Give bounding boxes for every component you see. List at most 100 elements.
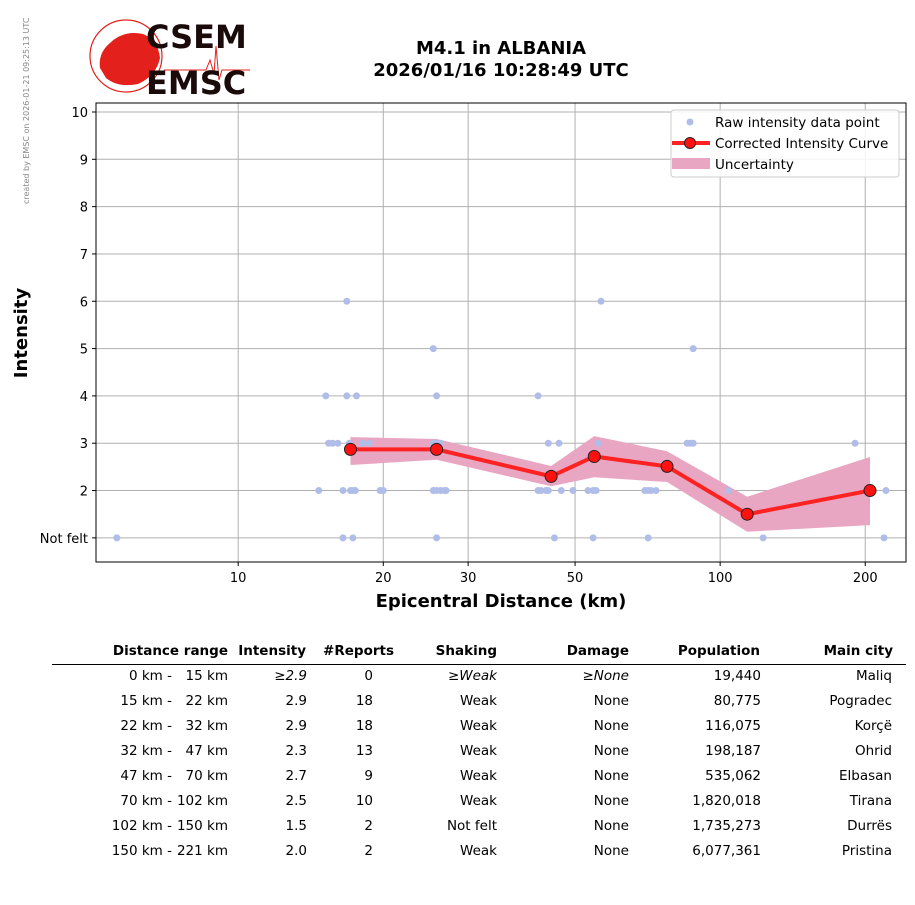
distance-from: 15 km - (120, 693, 172, 709)
x-tick-label: 100 (708, 571, 733, 586)
y-tick-label: 2 (80, 485, 88, 500)
intensity-cell: 2.0 (285, 843, 307, 859)
damage-cell: None (593, 793, 629, 809)
table-header: Intensity (238, 643, 306, 659)
intensity-cell: 2.9 (285, 718, 307, 734)
table-header: Damage (566, 643, 629, 659)
raw-data-point (851, 439, 859, 447)
intensity-cell: 2.9 (285, 693, 307, 709)
svg-text:CSEM: CSEM (146, 18, 247, 56)
legend-band-swatch (672, 158, 710, 169)
distance-from: 150 km - (111, 843, 172, 859)
intensity-cell: ≥2.9 (274, 668, 307, 684)
x-axis-label: Epicentral Distance (km) (376, 591, 627, 612)
raw-data-point (322, 392, 330, 400)
reports-cell: 0 (364, 668, 373, 684)
table-header: #Reports (323, 643, 394, 659)
raw-data-point (351, 487, 359, 495)
raw-data-point (759, 534, 767, 542)
y-tick-label: 7 (80, 248, 88, 263)
population-cell: 1,820,018 (692, 793, 761, 809)
city-cell: Durrës (847, 818, 892, 834)
city-cell: Elbasan (839, 768, 892, 784)
raw-data-point (555, 439, 563, 447)
raw-data-point (882, 487, 890, 495)
distance-to: 70 km (185, 768, 228, 784)
shaking-cell: Weak (460, 793, 497, 809)
distance-from: 32 km - (120, 743, 172, 759)
damage-cell: ≥None (582, 668, 629, 684)
table-header: Main city (823, 643, 893, 659)
raw-data-point (534, 392, 542, 400)
raw-data-point (379, 487, 387, 495)
raw-data-point (442, 487, 450, 495)
plot-frame (95, 102, 907, 563)
intensity-chart: 10 20 30 50 100 200 Not felt 2 3 4 5 6 7 8 9 10 Epicent… (11, 102, 907, 612)
reports-cell: 18 (355, 693, 373, 709)
raw-data-point (339, 487, 347, 495)
raw-data-point (343, 392, 351, 400)
distance-from: 0 km - (128, 668, 172, 684)
table-header: Distance range (112, 643, 228, 659)
raw-data-point (589, 534, 597, 542)
damage-cell: None (593, 743, 629, 759)
legend-curve-marker (684, 137, 696, 149)
x-tick-label: 20 (375, 571, 392, 586)
distance-to: 15 km (185, 668, 228, 684)
city-cell: Pristina (841, 843, 892, 859)
table-header: Shaking (435, 643, 497, 659)
distance-to: 22 km (185, 693, 228, 709)
intensity-cell: 1.5 (285, 818, 307, 834)
corrected-curve-point (740, 507, 754, 521)
raw-data-point (557, 487, 565, 495)
raw-data-point (343, 297, 351, 305)
x-tick-label: 50 (567, 571, 584, 586)
raw-data-point (365, 439, 373, 447)
raw-data-point (689, 345, 697, 353)
x-tick-label: 10 (230, 571, 247, 586)
city-cell: Korçë (854, 718, 892, 734)
distance-to: 150 km (176, 818, 228, 834)
distance-to: 32 km (185, 718, 228, 734)
shaking-cell: Weak (460, 843, 497, 859)
raw-data-point (647, 487, 655, 495)
raw-data-point (334, 439, 342, 447)
y-axis-label: Intensity (11, 288, 32, 379)
emsc-logo: CSEM EMSC (89, 18, 250, 98)
svg-text:EMSC: EMSC (146, 64, 246, 98)
city-cell: Pogradec (829, 693, 892, 709)
intensity-cell: 2.3 (285, 743, 307, 759)
shaking-cell: Weak (460, 768, 497, 784)
x-tick-label: 200 (853, 571, 878, 586)
intensity-cell: 2.7 (285, 768, 307, 784)
shaking-cell: Not felt (446, 818, 497, 834)
y-tick-label: 4 (80, 390, 88, 405)
raw-data-point (594, 439, 602, 447)
corrected-curve-point (587, 449, 601, 463)
raw-data-point (349, 534, 357, 542)
raw-data-point (113, 534, 121, 542)
raw-data-point (353, 392, 361, 400)
legend-raw-marker (686, 118, 694, 126)
y-tick-label: Not felt (40, 532, 88, 547)
population-cell: 1,735,273 (692, 818, 761, 834)
y-tick-label: 10 (71, 106, 88, 121)
y-tick-label: 8 (80, 201, 88, 216)
damage-cell: None (593, 768, 629, 784)
reports-cell: 13 (355, 743, 373, 759)
city-cell: Maliq (856, 668, 892, 684)
raw-data-point (537, 487, 545, 495)
shaking-cell: Weak (460, 718, 497, 734)
chart-subtitle: 2026/01/16 10:28:49 UTC (373, 60, 629, 81)
damage-cell: None (593, 718, 629, 734)
table-header: Population (677, 643, 760, 659)
population-cell: 116,075 (705, 718, 761, 734)
legend: Raw intensity data point Corrected Inten… (670, 109, 900, 178)
shaking-cell: Weak (460, 693, 497, 709)
corrected-curve-point (343, 442, 357, 456)
population-cell: 535,062 (705, 768, 761, 784)
legend-curve: Corrected Intensity Curve (715, 136, 888, 152)
raw-data-point (429, 345, 437, 353)
population-cell: 6,077,361 (692, 843, 761, 859)
